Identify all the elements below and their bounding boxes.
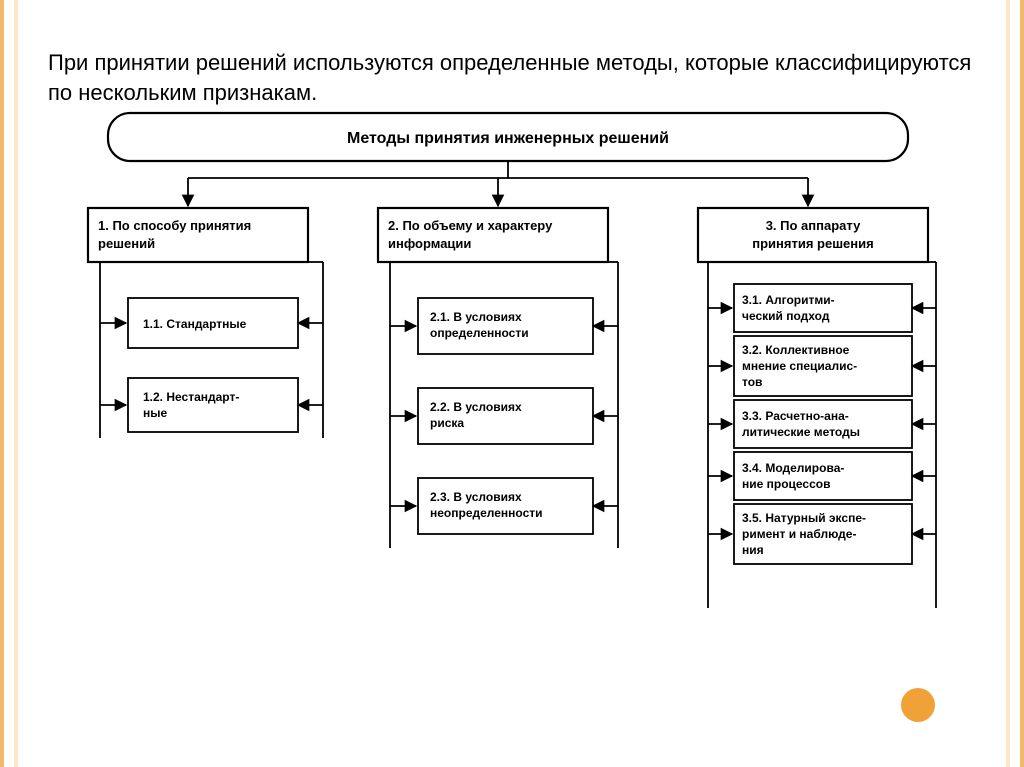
svg-text:3. По аппарату: 3. По аппарату xyxy=(766,218,861,233)
svg-text:принятия решения: принятия решения xyxy=(752,236,873,251)
intro-text: При принятии решений используются опреде… xyxy=(48,48,976,107)
svg-text:1.2. Нестандарт-: 1.2. Нестандарт- xyxy=(143,390,239,404)
svg-text:3.4. Моделирова-: 3.4. Моделирова- xyxy=(742,461,844,475)
svg-text:информации: информации xyxy=(388,236,471,251)
svg-text:3.3. Расчетно-ана-: 3.3. Расчетно-ана- xyxy=(742,409,849,423)
svg-text:определенности: определенности xyxy=(430,326,529,340)
svg-text:ния: ния xyxy=(742,543,764,557)
svg-text:решений: решений xyxy=(98,236,155,251)
svg-text:ческий подход: ческий подход xyxy=(742,309,830,323)
branch3-header xyxy=(698,208,928,262)
svg-text:риска: риска xyxy=(430,416,464,430)
svg-text:2. По объему и характеру: 2. По объему и характеру xyxy=(388,218,553,233)
box-3-3 xyxy=(734,400,912,448)
svg-text:тов: тов xyxy=(742,375,762,389)
branch1-header-line1: 1. По способу принятия xyxy=(98,218,251,233)
slide: При принятии решений используются опреде… xyxy=(0,0,1024,767)
box-3-4 xyxy=(734,452,912,500)
svg-text:ние процессов: ние процессов xyxy=(742,477,831,491)
svg-text:2.3. В условиях: 2.3. В условиях xyxy=(430,490,522,504)
svg-text:2.1. В условиях: 2.1. В условиях xyxy=(430,310,522,324)
svg-text:мнение специалис-: мнение специалис- xyxy=(742,359,857,373)
diagram-svg: Методы принятия инженерных решений 1. По… xyxy=(48,108,968,708)
box-3-1 xyxy=(734,284,912,332)
title-text: Методы принятия инженерных решений xyxy=(347,130,669,147)
svg-text:3.2. Коллективное: 3.2. Коллективное xyxy=(742,343,850,357)
svg-text:ные: ные xyxy=(143,406,167,420)
svg-text:3.1. Алгоритми-: 3.1. Алгоритми- xyxy=(742,293,835,307)
accent-circle-icon xyxy=(901,688,935,722)
svg-text:2.2. В условиях: 2.2. В условиях xyxy=(430,400,522,414)
branch2-header xyxy=(378,208,608,262)
box-1-2 xyxy=(128,378,298,432)
diagram-container: Методы принятия инженерных решений 1. По… xyxy=(48,108,968,708)
branch1-header xyxy=(88,208,308,262)
svg-text:неопределенности: неопределенности xyxy=(430,506,543,520)
svg-text:3.5. Натурный экспе-: 3.5. Натурный экспе- xyxy=(742,511,866,525)
svg-text:римент и наблюде-: римент и наблюде- xyxy=(742,527,856,541)
svg-text:1.1. Стандартные: 1.1. Стандартные xyxy=(143,317,247,331)
svg-text:литические методы: литические методы xyxy=(742,425,860,439)
